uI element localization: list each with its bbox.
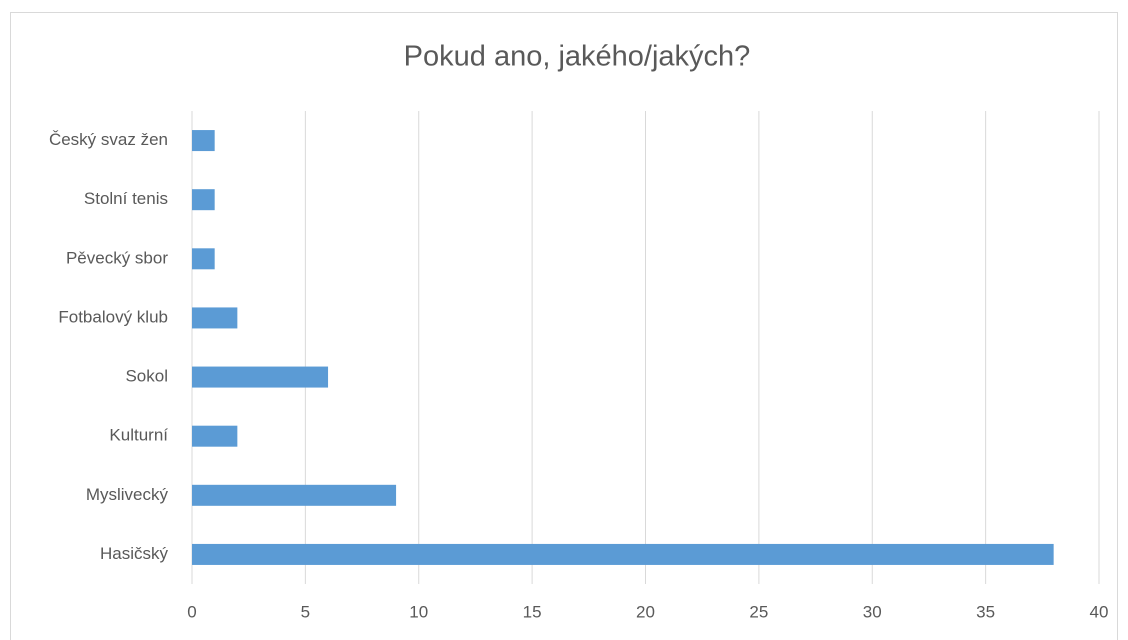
bar	[192, 248, 215, 270]
y-tick-label: Myslivecký	[86, 485, 169, 504]
y-tick-label: Fotbalový klub	[58, 307, 168, 326]
x-tick-label: 35	[976, 602, 995, 621]
x-tick-label: 0	[187, 602, 196, 621]
x-tick-label: 40	[1090, 602, 1109, 621]
bar	[192, 484, 397, 506]
y-tick-label: Sokol	[125, 367, 168, 386]
x-tick-label: 5	[301, 602, 310, 621]
bar	[192, 130, 215, 152]
x-tick-label: 20	[636, 602, 655, 621]
x-tick-label: 10	[409, 602, 428, 621]
y-tick-label: Kulturní	[109, 426, 168, 445]
y-tick-label: Stolní tenis	[84, 189, 168, 208]
bar	[192, 543, 1054, 565]
bar	[192, 425, 238, 447]
y-tick-label: Pěvecký sbor	[66, 248, 168, 267]
x-tick-label: 15	[523, 602, 542, 621]
y-tick-label: Český svaz žen	[49, 130, 168, 149]
y-tick-label: Hasičský	[100, 544, 169, 563]
bar	[192, 189, 215, 211]
chart-title: Pokud ano, jakého/jakých?	[404, 41, 751, 73]
bar	[192, 307, 238, 329]
x-tick-label: 30	[863, 602, 882, 621]
x-tick-label: 25	[749, 602, 768, 621]
bar	[192, 366, 329, 388]
